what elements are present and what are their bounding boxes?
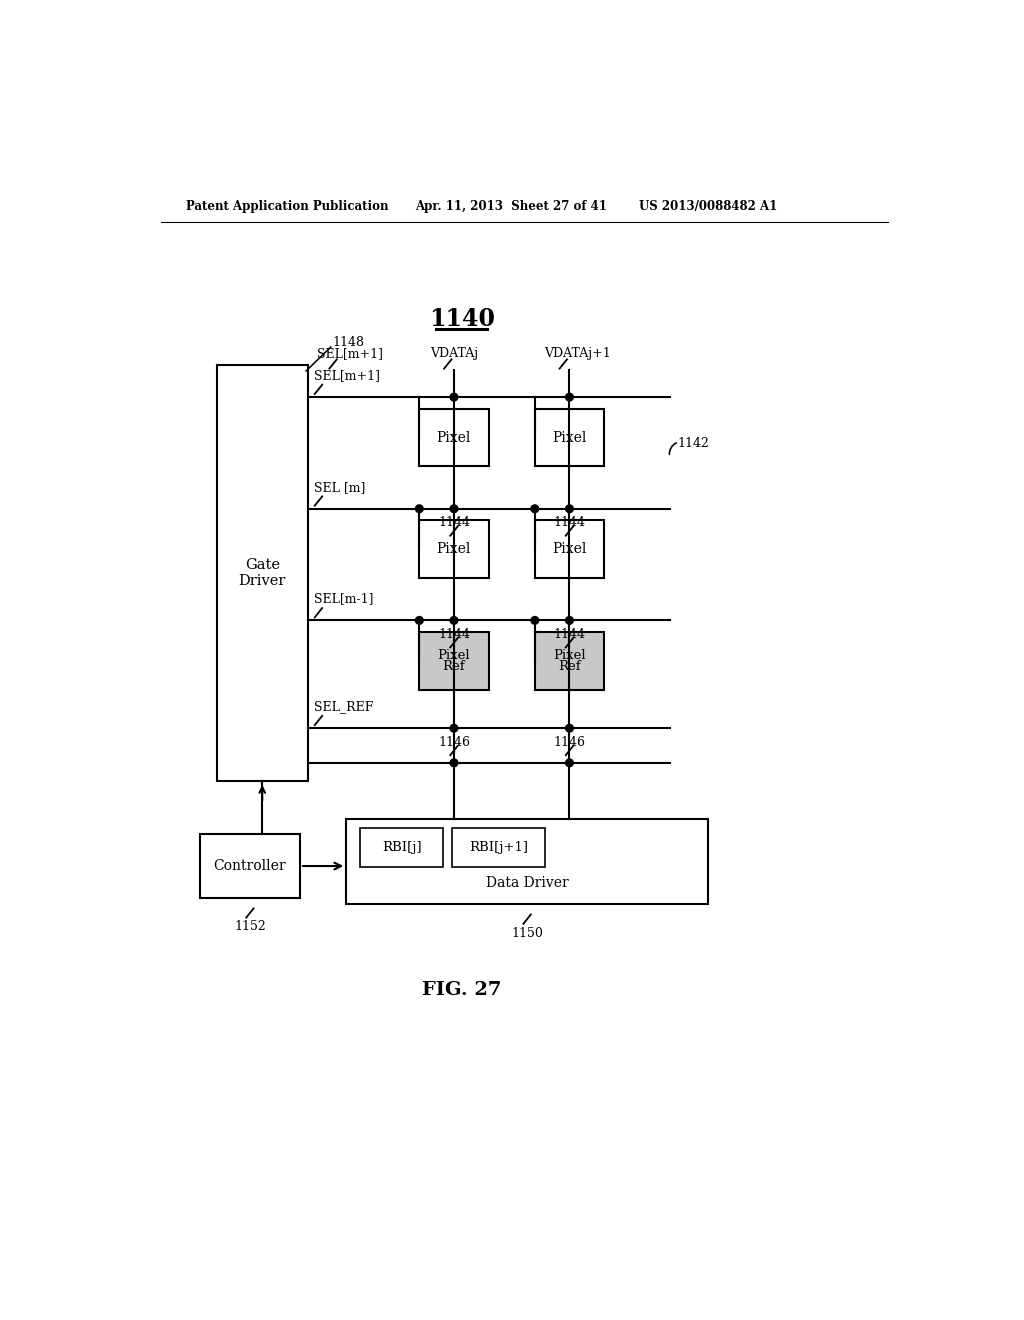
- Text: 1144: 1144: [553, 628, 586, 640]
- Text: Apr. 11, 2013  Sheet 27 of 41: Apr. 11, 2013 Sheet 27 of 41: [416, 199, 607, 213]
- Text: SEL [m]: SEL [m]: [313, 480, 366, 494]
- Circle shape: [416, 616, 423, 624]
- FancyBboxPatch shape: [419, 632, 488, 689]
- FancyBboxPatch shape: [535, 520, 604, 578]
- Text: Pixel: Pixel: [553, 649, 586, 661]
- FancyBboxPatch shape: [346, 818, 708, 904]
- Circle shape: [451, 759, 458, 767]
- Text: 1144: 1144: [553, 516, 586, 529]
- Circle shape: [565, 393, 573, 401]
- Circle shape: [565, 504, 573, 512]
- Text: Ref: Ref: [558, 660, 581, 673]
- Text: VDATAj: VDATAj: [430, 347, 478, 360]
- Text: 1146: 1146: [438, 735, 470, 748]
- Text: Gate
Driver: Gate Driver: [239, 557, 286, 587]
- Text: Controller: Controller: [214, 859, 287, 873]
- Text: 1150: 1150: [511, 927, 543, 940]
- Circle shape: [416, 504, 423, 512]
- Text: Pixel: Pixel: [437, 543, 471, 556]
- Circle shape: [451, 616, 458, 624]
- Text: RBI[j]: RBI[j]: [382, 841, 422, 854]
- Text: SEL[m+1]: SEL[m+1]: [313, 370, 380, 381]
- Circle shape: [565, 725, 573, 733]
- Text: Ref: Ref: [442, 660, 465, 673]
- FancyBboxPatch shape: [535, 632, 604, 689]
- Text: VDATAj+1: VDATAj+1: [544, 347, 610, 360]
- Text: Patent Application Publication: Patent Application Publication: [186, 199, 388, 213]
- Text: Pixel: Pixel: [437, 430, 471, 445]
- Text: 1146: 1146: [553, 735, 586, 748]
- Text: Pixel: Pixel: [437, 649, 470, 661]
- Text: SEL[m-1]: SEL[m-1]: [313, 593, 374, 606]
- Text: Pixel: Pixel: [552, 543, 587, 556]
- FancyBboxPatch shape: [419, 409, 488, 466]
- Circle shape: [451, 504, 458, 512]
- Circle shape: [451, 725, 458, 733]
- Text: Data Driver: Data Driver: [485, 875, 568, 890]
- Circle shape: [565, 616, 573, 624]
- Text: SEL_REF: SEL_REF: [313, 700, 373, 713]
- Circle shape: [531, 616, 539, 624]
- Text: 1144: 1144: [438, 516, 470, 529]
- Text: 1152: 1152: [234, 920, 266, 933]
- Circle shape: [565, 759, 573, 767]
- FancyBboxPatch shape: [200, 834, 300, 898]
- FancyBboxPatch shape: [217, 364, 307, 780]
- Text: SEL[m+1]: SEL[m+1]: [317, 347, 383, 360]
- FancyBboxPatch shape: [360, 829, 443, 867]
- Circle shape: [531, 504, 539, 512]
- Text: 1148: 1148: [333, 335, 365, 348]
- FancyBboxPatch shape: [535, 409, 604, 466]
- Text: Pixel: Pixel: [552, 430, 587, 445]
- Text: 1140: 1140: [429, 306, 495, 330]
- FancyBboxPatch shape: [453, 829, 545, 867]
- Text: 1142: 1142: [677, 437, 710, 450]
- Text: FIG. 27: FIG. 27: [422, 981, 502, 999]
- Text: RBI[j+1]: RBI[j+1]: [469, 841, 528, 854]
- FancyBboxPatch shape: [419, 520, 488, 578]
- Text: 1144: 1144: [438, 628, 470, 640]
- Circle shape: [451, 393, 458, 401]
- Text: US 2013/0088482 A1: US 2013/0088482 A1: [639, 199, 777, 213]
